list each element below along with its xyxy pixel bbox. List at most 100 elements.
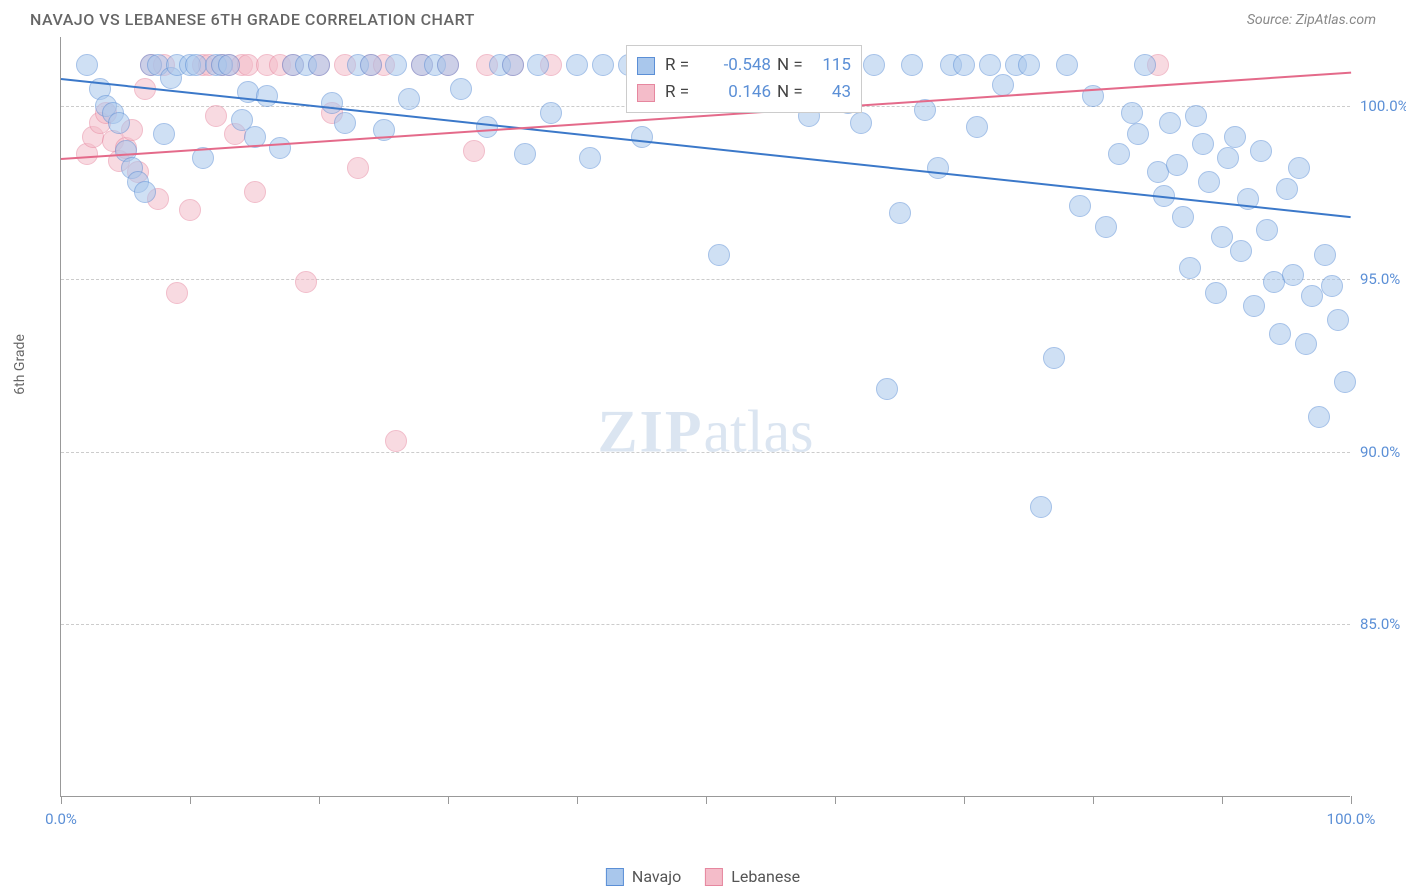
marker-navajo: [901, 54, 923, 76]
marker-navajo: [334, 112, 356, 134]
chart-source: Source: ZipAtlas.com: [1247, 12, 1376, 28]
marker-navajo: [1205, 282, 1227, 304]
marker-navajo: [476, 116, 498, 138]
plot-area: ZIPatlas 85.0%90.0%95.0%100.0%0.0%100.0%…: [60, 37, 1350, 797]
marker-navajo: [1230, 240, 1252, 262]
x-tick: [1351, 796, 1352, 804]
marker-lebanese: [205, 105, 227, 127]
marker-navajo: [134, 181, 156, 203]
legend-swatch: [606, 868, 624, 886]
marker-navajo: [1043, 347, 1065, 369]
corr-n-label: N =: [777, 79, 811, 106]
chart-header: NAVAJO VS LEBANESE 6TH GRADE CORRELATION…: [0, 0, 1406, 37]
marker-lebanese: [347, 157, 369, 179]
marker-navajo: [1321, 275, 1343, 297]
corr-n-label: N =: [777, 52, 811, 79]
corr-r-value: 0.146: [707, 79, 771, 106]
marker-navajo: [256, 85, 278, 107]
corr-n-value: 115: [817, 52, 851, 79]
marker-navajo: [1056, 54, 1078, 76]
marker-navajo: [108, 112, 130, 134]
marker-navajo: [321, 92, 343, 114]
y-tick-label: 95.0%: [1360, 270, 1406, 288]
chart-title: NAVAJO VS LEBANESE 6TH GRADE CORRELATION…: [30, 10, 475, 29]
marker-navajo: [1288, 157, 1310, 179]
legend: Navajo Lebanese: [606, 867, 800, 886]
marker-navajo: [1334, 371, 1356, 393]
marker-navajo: [450, 78, 472, 100]
marker-navajo: [514, 143, 536, 165]
marker-navajo: [1243, 295, 1265, 317]
x-tick-label: 100.0%: [1327, 810, 1376, 828]
marker-navajo: [1108, 143, 1130, 165]
legend-item: Lebanese: [705, 867, 800, 886]
y-tick-label: 100.0%: [1360, 97, 1406, 115]
x-tick: [448, 796, 449, 804]
y-tick-label: 90.0%: [1360, 443, 1406, 461]
marker-navajo: [1250, 140, 1272, 162]
x-tick: [1222, 796, 1223, 804]
marker-navajo: [1030, 496, 1052, 518]
x-tick: [835, 796, 836, 804]
marker-lebanese: [463, 140, 485, 162]
corr-r-label: R =: [665, 79, 701, 106]
corr-r-value: -0.548: [707, 52, 771, 79]
marker-navajo: [1095, 216, 1117, 238]
marker-navajo: [218, 54, 240, 76]
marker-navajo: [566, 54, 588, 76]
x-tick: [319, 796, 320, 804]
marker-lebanese: [179, 199, 201, 221]
gridline: [61, 279, 1350, 280]
watermark: ZIPatlas: [598, 397, 814, 466]
marker-navajo: [1282, 264, 1304, 286]
marker-navajo: [1192, 133, 1214, 155]
legend-label: Lebanese: [731, 867, 800, 886]
correlation-box: R =-0.548N =115 R =0.146N =43: [626, 45, 862, 113]
marker-navajo: [398, 88, 420, 110]
marker-navajo: [1159, 112, 1181, 134]
corr-r-label: R =: [665, 52, 701, 79]
marker-navajo: [308, 54, 330, 76]
x-tick: [706, 796, 707, 804]
marker-navajo: [1327, 309, 1349, 331]
marker-navajo: [360, 54, 382, 76]
marker-navajo: [385, 54, 407, 76]
marker-navajo: [966, 116, 988, 138]
legend-label: Navajo: [632, 867, 681, 886]
marker-navajo: [592, 54, 614, 76]
marker-navajo: [1127, 123, 1149, 145]
marker-navajo: [992, 74, 1014, 96]
marker-navajo: [540, 102, 562, 124]
legend-item: Navajo: [606, 867, 681, 886]
marker-navajo: [1314, 244, 1336, 266]
marker-navajo: [631, 126, 653, 148]
x-tick: [61, 796, 62, 804]
marker-navajo: [1269, 323, 1291, 345]
marker-navajo: [527, 54, 549, 76]
y-tick-label: 85.0%: [1360, 615, 1406, 633]
marker-navajo: [1018, 54, 1040, 76]
corr-n-value: 43: [817, 79, 851, 106]
marker-navajo: [1069, 195, 1091, 217]
gridline: [61, 452, 1350, 453]
marker-navajo: [579, 147, 601, 169]
marker-navajo: [1179, 257, 1201, 279]
chart-container: 6th Grade ZIPatlas 85.0%90.0%95.0%100.0%…: [30, 37, 1376, 797]
x-tick: [190, 796, 191, 804]
marker-lebanese: [166, 282, 188, 304]
x-tick: [1093, 796, 1094, 804]
x-tick-label: 0.0%: [45, 810, 77, 828]
marker-navajo: [1295, 333, 1317, 355]
marker-lebanese: [385, 430, 407, 452]
corr-swatch: [637, 84, 655, 102]
marker-lebanese: [295, 271, 317, 293]
marker-navajo: [708, 244, 730, 266]
marker-navajo: [1185, 105, 1207, 127]
marker-navajo: [979, 54, 1001, 76]
legend-swatch: [705, 868, 723, 886]
marker-lebanese: [244, 181, 266, 203]
y-axis-label: 6th Grade: [12, 334, 28, 395]
x-tick: [577, 796, 578, 804]
marker-navajo: [502, 54, 524, 76]
marker-navajo: [1211, 226, 1233, 248]
